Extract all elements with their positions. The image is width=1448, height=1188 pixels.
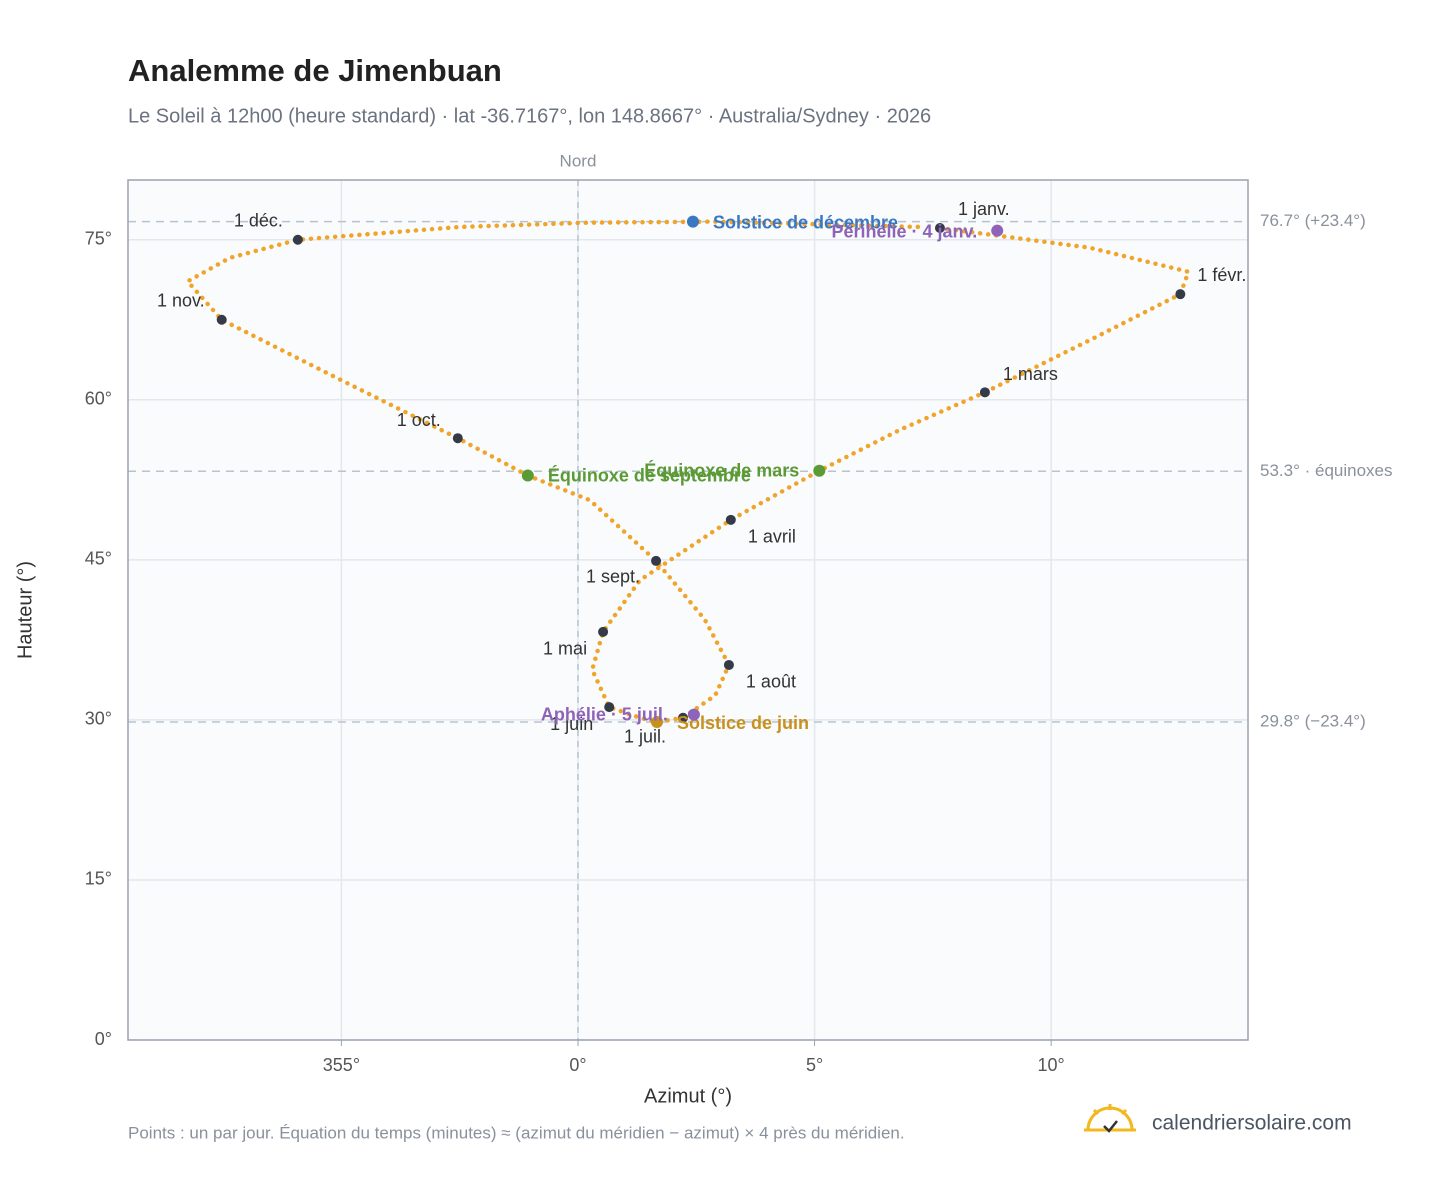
month-label: 1 févr. [1197,265,1246,285]
month-label: 1 mai [543,639,587,659]
event-marker [991,224,1004,237]
y-tick-label: 60° [85,389,112,409]
y-axis-title: Hauteur (°) [14,561,36,659]
chart-title: Analemme de Jimenbuan [128,53,502,88]
event-label: Équinoxe de mars [644,460,799,481]
month-marker [292,234,303,245]
month-label: 1 sept. [586,567,640,587]
x-axis-title: Azimut (°) [644,1085,732,1107]
month-marker [604,702,615,713]
plot-border [127,179,1249,1041]
y-tick-label: 75° [85,229,112,249]
month-marker [216,314,227,325]
brand: calendriersolaire.com [1152,1112,1352,1135]
plot-area [128,180,1248,1040]
event-marker [687,708,700,721]
month-label: 1 oct. [397,410,441,430]
month-marker [678,712,689,723]
analemma-curve [184,219,1192,725]
month-label: 1 avril [748,527,796,547]
x-tick-label: 5° [806,1055,823,1075]
x-tick-label: 355° [323,1055,360,1075]
event-label: Solstice de juin [677,713,809,733]
month-label: 1 juil. [624,727,666,747]
month-marker [725,514,736,525]
month-label: 1 nov. [157,291,205,311]
y-tick-label: 45° [85,549,112,569]
reference-label: 29.8° (−23.4°) [1260,712,1366,731]
event-marker [686,215,699,228]
y-tick-label: 0° [95,1029,112,1049]
x-tick-label: 10° [1038,1055,1065,1075]
month-marker [1175,289,1186,300]
month-marker [651,555,662,566]
event-marker [651,716,664,729]
event-label: Équinoxe de septembre [548,464,751,485]
y-tick-label: 15° [85,869,112,889]
event-label: Périhélie · 4 janv. [831,221,977,241]
event-label: Solstice de décembre [713,212,898,232]
event-label: Aphélie · 5 juil. [541,704,668,724]
event-marker [813,464,826,477]
month-marker [979,387,990,398]
chart-subtitle: Le Soleil à 12h00 (heure standard) · lat… [128,105,931,127]
month-label: 1 mars [1003,364,1058,384]
x-tick-label: 0° [569,1055,586,1075]
month-label: 1 déc. [234,211,283,231]
month-label: 1 août [746,672,796,692]
event-marker [521,469,534,482]
north-label: Nord [560,151,597,170]
month-marker [723,659,734,670]
reference-label: 53.3° · équinoxes [1260,461,1393,480]
footnote: Points : un par jour. Équation du temps … [128,1123,905,1142]
month-marker [452,433,463,444]
brand-logo [1084,1104,1136,1133]
reference-label: 76.7° (+23.4°) [1260,211,1366,230]
y-tick-label: 30° [85,709,112,729]
month-marker [598,626,609,637]
month-label: 1 janv. [958,199,1010,219]
month-marker [934,223,945,234]
month-label: 1 juin [550,714,593,734]
